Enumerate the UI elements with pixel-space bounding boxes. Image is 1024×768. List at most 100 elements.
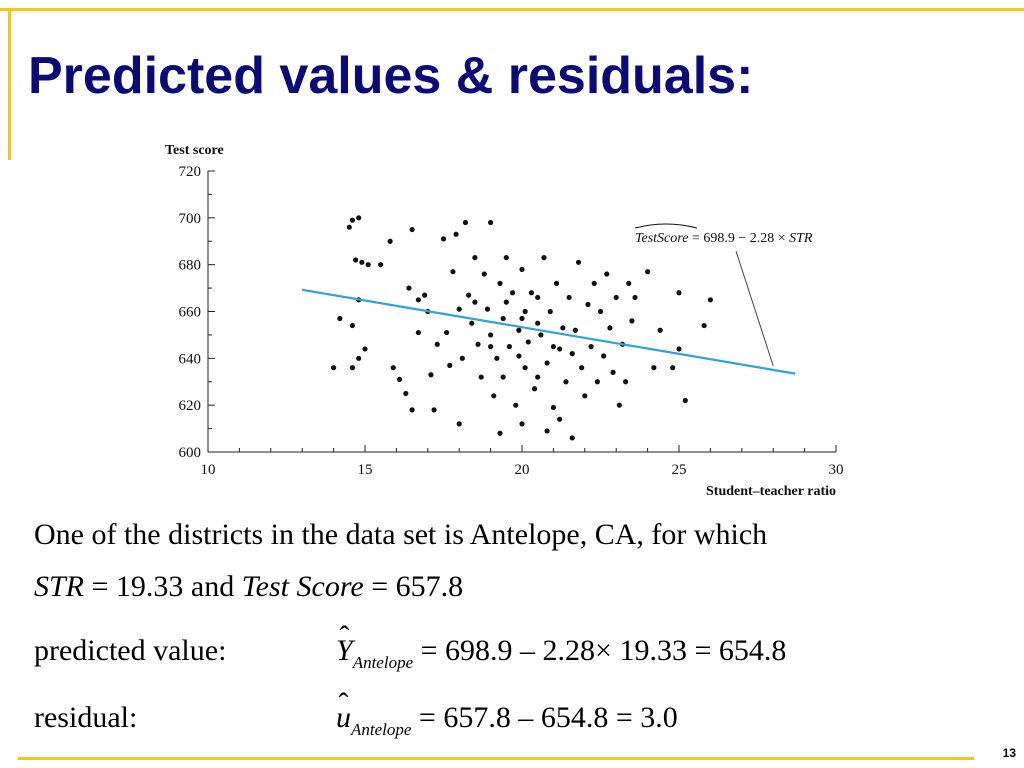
data-point [509,290,516,296]
data-point [645,269,651,275]
data-point [575,259,582,265]
data-point [670,365,676,371]
data-point [450,269,456,275]
data-point [447,362,453,368]
data-point [616,402,622,408]
data-point [469,320,475,326]
data-point [572,327,578,333]
data-point [409,226,415,233]
data-point [362,346,368,352]
data-point [544,360,550,366]
data-point [594,379,600,385]
regression-equation-label: TestScore = 698.9 − 2.28 × STR [635,231,813,246]
data-point [387,238,393,244]
data-point [582,393,588,399]
residual-calc: = 657.8 – 654.8 = 3.0 [411,701,678,734]
data-point [544,428,550,434]
scatter-chart: 10 15 20 25 30 600 620 640 660 680 700 720 Test scor… [165,143,844,499]
data-point [701,322,707,329]
data-point [488,219,494,226]
str-value: = 19.33 and [84,570,242,603]
data-point [528,290,535,296]
hat-accent: ˆ [339,620,350,653]
data-point [535,294,541,301]
data-point [519,315,525,322]
residual-label: residual: [34,701,138,734]
data-point [500,374,506,380]
data-point [359,259,365,265]
data-point [440,236,447,242]
data-point [481,271,487,277]
antelope-subscript: Antelope [351,720,412,739]
y-tick-label: 720 [179,164,202,180]
y-tick-label: 700 [179,211,202,227]
x-tick-label: 10 [201,462,216,478]
data-point [484,306,491,312]
data-point [597,308,604,315]
data-point [456,421,462,427]
data-point [415,329,421,336]
data-point [676,346,682,352]
data-point [651,365,657,371]
data-point [579,365,585,371]
data-point [569,351,575,357]
data-point [541,255,547,261]
data-point [601,353,607,359]
data-point [623,379,629,385]
data-point [531,386,538,392]
data-point [349,365,356,371]
data-point [506,344,513,350]
data-point [560,325,566,331]
data-point [607,325,613,331]
data-point [682,397,688,404]
x-axis-label: Student–teacher ratio [706,484,836,499]
data-point [569,435,575,441]
data-point [522,365,528,371]
data-point [472,255,478,261]
data-point [610,369,616,375]
hat-arc [634,223,698,229]
y-tick-label: 660 [179,305,202,321]
data-point [422,292,428,298]
data-point [352,257,359,263]
data-point [588,344,594,350]
data-point [525,339,531,345]
data-point [444,329,450,336]
data-point [409,407,415,413]
data-point [500,315,506,322]
predicted-calc: = 698.9 – 2.28× 19.33 = 654.8 [413,634,787,667]
data-point [365,262,371,268]
data-point [390,365,396,371]
data-point [434,341,440,347]
data-point [349,322,356,329]
data-point [632,294,638,301]
data-point [513,402,519,408]
data-point [403,390,409,397]
data-point [396,376,403,383]
x-tick-label: 15 [358,462,373,478]
data-point [459,355,465,361]
data-point [406,285,412,291]
test-score-value: = 657.8 [363,570,464,603]
data-point [356,215,362,221]
data-point [563,379,569,385]
data-point [519,421,525,427]
predicted-label: predicted value: [34,634,227,667]
y-tick-label: 640 [179,351,202,367]
data-point [503,255,509,261]
test-score-var: Test Score [241,570,364,603]
data-point [337,315,343,322]
data-point [415,297,421,303]
data-point [462,219,469,226]
data-point [356,355,362,361]
u-letter: u [336,701,351,734]
data-point [657,327,663,333]
str-var: STR [34,570,85,603]
data-point [516,353,522,359]
data-point [491,393,497,399]
data-point [519,266,525,272]
hat-accent: ˆ [338,687,349,720]
data-point [488,344,494,350]
